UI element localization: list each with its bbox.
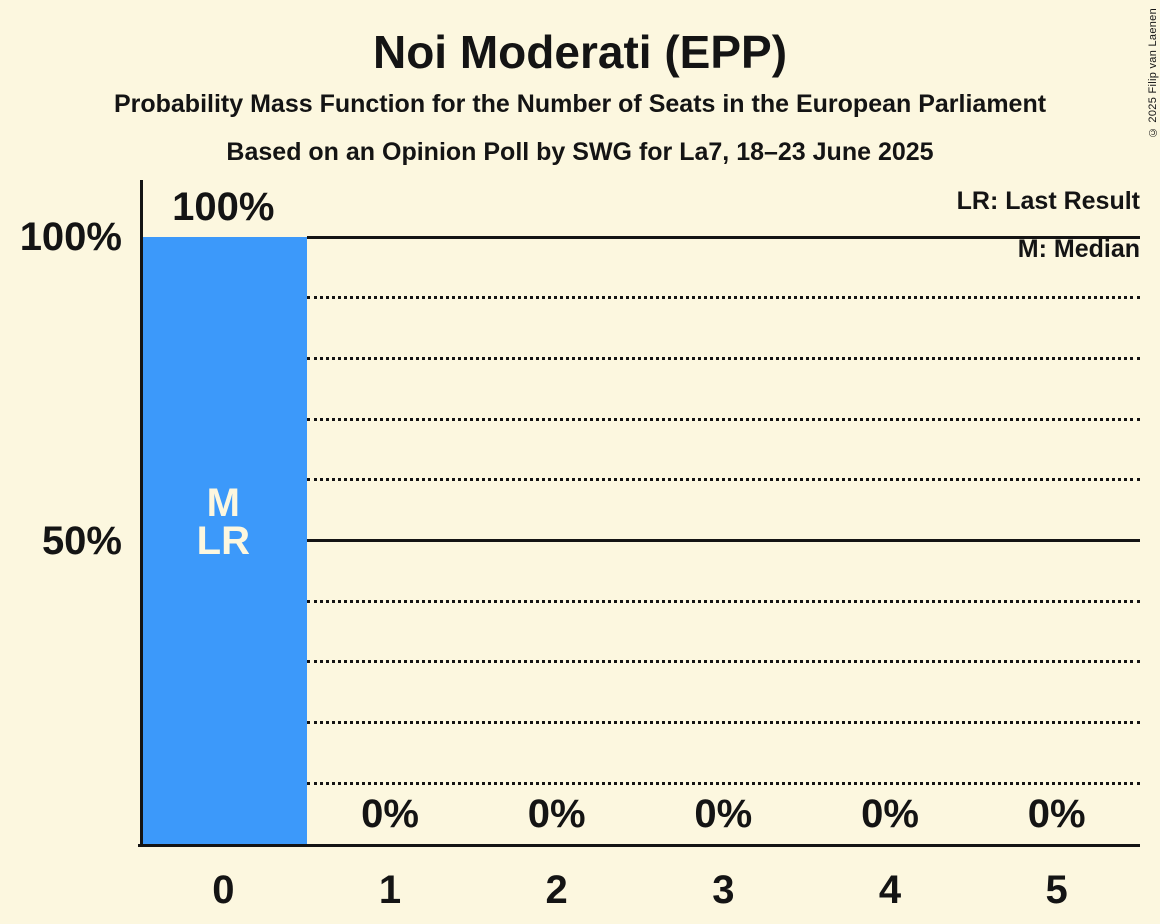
y-tick-label-100pct: 100% <box>19 215 122 259</box>
gridline-10pct <box>306 781 1140 785</box>
gridline-100pct <box>306 235 1140 239</box>
bar-value-label-2: 0% <box>527 792 586 836</box>
x-tick-label-1: 1 <box>378 868 402 912</box>
chart-subtitle: Probability Mass Function for the Number… <box>113 90 1047 118</box>
bar-value-label-3: 0% <box>694 792 753 836</box>
x-tick-label-0: 0 <box>212 868 235 912</box>
chart-source-line: Based on an Opinion Poll by SWG for La7,… <box>226 138 934 166</box>
gridline-80pct <box>306 356 1140 360</box>
gridline-60pct <box>306 478 1140 482</box>
plot-area: 100% 0% 0% 0% 0% 0% M LR <box>138 180 1140 847</box>
legend-median: M: Median <box>1017 235 1140 263</box>
legend-last-result: LR: Last Result <box>956 187 1140 215</box>
gridline-40pct <box>306 599 1140 603</box>
y-tick-label-50pct: 50% <box>41 518 122 563</box>
bar-value-label-0: 100% <box>172 185 275 229</box>
y-axis-line <box>140 180 143 847</box>
x-tick-label-4: 4 <box>878 868 902 912</box>
x-axis-labels: 0 1 2 3 4 5 <box>140 847 1140 924</box>
gridline-50pct <box>306 539 1140 542</box>
chart-title: Noi Moderati (EPP) <box>372 26 788 78</box>
bar-value-label-1: 0% <box>361 792 419 836</box>
y-axis-labels: 50% 100% <box>0 180 122 847</box>
gridline-70pct <box>306 417 1140 421</box>
gridline-90pct <box>306 296 1140 300</box>
x-tick-label-2: 2 <box>545 868 568 912</box>
gridline-30pct <box>306 660 1140 664</box>
x-axis-line <box>138 844 1140 847</box>
bar-annotation-median-lastresult: M LR <box>196 480 250 563</box>
x-tick-label-5: 5 <box>1045 868 1068 912</box>
gridline-20pct <box>306 721 1140 725</box>
bar-seats-0 <box>140 237 307 844</box>
bar-value-label-4: 0% <box>861 792 919 836</box>
bar-value-label-5: 0% <box>1027 792 1086 836</box>
x-tick-label-3: 3 <box>712 868 735 912</box>
